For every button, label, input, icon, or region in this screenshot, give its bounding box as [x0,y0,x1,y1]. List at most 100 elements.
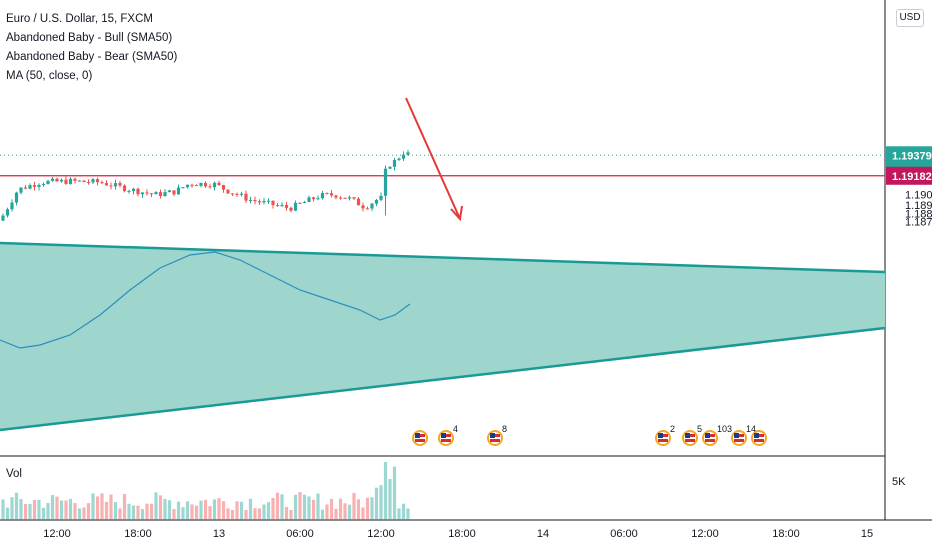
candle [14,191,19,206]
candle-body [280,204,284,206]
candle-body [181,187,185,189]
candle [10,199,14,212]
time-tick-label: 15 [861,528,873,540]
volume-bar [311,499,316,520]
candle-body [163,192,167,196]
event-marker: 8 [487,424,507,446]
candle-body [59,179,64,182]
indicator-abandoned-baby-bear[interactable]: Abandoned Baby - Bear (SMA50) [6,51,178,63]
candle [248,196,253,204]
candle [145,189,149,196]
candle-body [289,207,293,211]
candle-body [185,184,190,188]
candle [95,177,100,186]
candle-body [50,178,55,181]
volume-bar [140,509,145,520]
volume-bar [136,505,140,520]
candle [136,187,140,197]
volume-bar [163,498,167,520]
volume-bar [230,509,235,520]
volume-bar [401,503,406,520]
volume-bar [406,508,410,520]
volume-bar [82,507,86,520]
candle [50,177,55,182]
time-tick-label: 18:00 [772,528,800,540]
candle [1,213,5,222]
volume-bar [10,497,14,520]
candle [361,202,365,212]
candle [149,192,154,198]
candle-body [226,189,230,194]
candle [208,183,212,189]
candle [379,192,383,202]
volume-bar [154,492,158,520]
candle [293,200,298,212]
candle [244,190,248,204]
candle [226,189,230,195]
candle-body [361,205,365,209]
candle-body [302,202,307,204]
symbol-title[interactable]: Euro / U.S. Dollar, 15, FXCM [6,13,153,25]
candle [352,196,356,201]
triangle-pattern [0,243,885,430]
volume-bar [59,500,64,520]
time-tick-label: 12:00 [43,528,71,540]
candle [140,192,145,198]
candle-body [230,193,235,195]
candle-body [113,183,118,187]
candle [343,197,347,199]
volume-bar [14,492,19,520]
candle [23,185,28,190]
candle-body [86,181,91,183]
candle [266,198,271,205]
flag-canton [685,433,690,438]
candle-body [248,200,253,202]
candle [55,177,59,182]
candle [271,200,275,209]
event-marker [751,430,767,446]
candle [64,176,68,185]
volume-legend[interactable]: Vol [6,468,22,480]
volume-bar [86,503,91,520]
candle-body [397,158,401,160]
event-marker-count: 4 [453,424,458,434]
candle-body [208,186,212,188]
candle [257,199,262,205]
candle [181,186,185,189]
candle [230,193,235,197]
candle-body [136,188,140,195]
volume-bar [91,493,95,520]
candle [316,195,320,201]
candle [172,190,176,197]
indicator-moving-average[interactable]: MA (50, close, 0) [6,70,93,82]
candle [289,206,293,213]
flag-canton [754,433,759,438]
indicator-abandoned-baby-bull[interactable]: Abandoned Baby - Bull (SMA50) [6,32,173,44]
volume-bar [172,509,176,520]
candle-body [253,200,257,202]
candle-body [311,197,316,200]
candle-body [365,208,370,210]
candle-body [167,190,172,193]
volume-bar [46,502,50,520]
candle [122,184,127,193]
candle-body [91,179,95,183]
volume-bar [176,501,181,520]
candle [163,188,167,197]
currency-button[interactable]: USD [896,9,924,27]
volume-bar [235,501,239,520]
candle-body [1,215,5,221]
candle-body [244,193,248,201]
candle [154,191,158,195]
candle [253,196,257,205]
candle [77,180,82,182]
price-tick-label: 1.19000 [905,190,932,202]
flag-stripe [415,439,425,442]
volume-bar [244,509,248,520]
price-tick-label: 1.18740 [905,217,932,229]
flag-stripe [490,439,500,442]
flag-stripe [754,439,764,442]
current-price-label: 1.19379 [892,150,932,162]
volume-bar [388,479,392,520]
